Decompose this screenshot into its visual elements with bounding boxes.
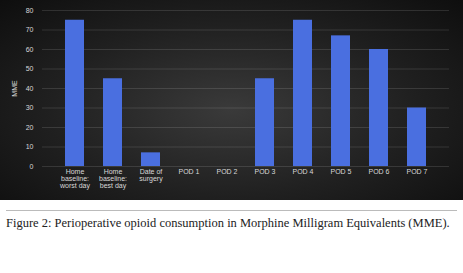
- html-text:Figure 2: Perioperative opioid: Figure 2: Perioperative opioid consumpti…: [6, 216, 450, 230]
- svg-text:Homebaseline:best day: Homebaseline:best day: [99, 168, 127, 190]
- svg-text:POD 3: POD 3: [254, 168, 275, 175]
- svg-text:50: 50: [26, 65, 34, 72]
- svg-text:Homebaseline:worst day: Homebaseline:worst day: [59, 168, 90, 190]
- svg-text:70: 70: [26, 26, 34, 33]
- svg-text:POD 7: POD 7: [406, 168, 427, 175]
- svg-text:0: 0: [30, 163, 34, 170]
- svg-text:POD 4: POD 4: [292, 168, 313, 175]
- svg-text:40: 40: [26, 85, 34, 92]
- svg-text:60: 60: [26, 46, 34, 53]
- svg-text:POD 5: POD 5: [330, 168, 351, 175]
- svg-text:POD 1: POD 1: [178, 168, 199, 175]
- svg-text:Date ofsurgery: Date ofsurgery: [139, 168, 163, 183]
- svg-text:30: 30: [26, 104, 34, 111]
- svg-text:10: 10: [26, 143, 34, 150]
- svg-text:20: 20: [26, 124, 34, 131]
- svg-text:80: 80: [26, 7, 34, 14]
- svg-text:POD 2: POD 2: [216, 168, 237, 175]
- svg-text:POD 6: POD 6: [368, 168, 389, 175]
- svg-text:MME: MME: [11, 80, 18, 97]
